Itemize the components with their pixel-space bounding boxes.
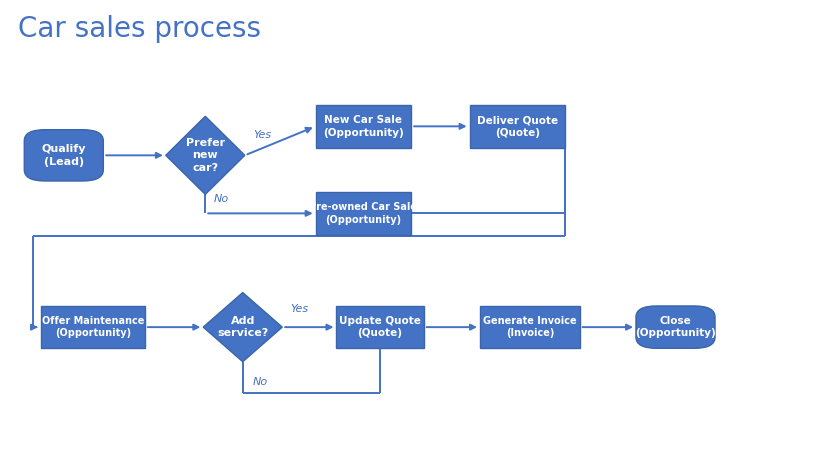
FancyBboxPatch shape (41, 306, 145, 348)
FancyBboxPatch shape (636, 306, 715, 348)
Text: Generate Invoice
(Invoice): Generate Invoice (Invoice) (483, 316, 577, 339)
FancyBboxPatch shape (469, 105, 565, 148)
Text: Yes: Yes (253, 130, 271, 140)
Text: Deliver Quote
(Quote): Deliver Quote (Quote) (477, 115, 558, 137)
Text: Offer Maintenance
(Opportunity): Offer Maintenance (Opportunity) (42, 316, 144, 339)
Text: Qualify
(Lead): Qualify (Lead) (42, 144, 86, 167)
Text: Car sales process: Car sales process (18, 15, 261, 43)
FancyBboxPatch shape (24, 130, 104, 181)
Text: No: No (253, 377, 268, 387)
Text: No: No (214, 194, 229, 204)
Text: Add
service?: Add service? (217, 316, 268, 339)
FancyBboxPatch shape (316, 105, 412, 148)
Text: Close
(Opportunity): Close (Opportunity) (635, 316, 716, 339)
Polygon shape (203, 293, 282, 362)
FancyBboxPatch shape (316, 192, 412, 234)
FancyBboxPatch shape (480, 306, 579, 348)
Text: Prefer
new
car?: Prefer new car? (185, 138, 225, 173)
Text: Yes: Yes (291, 304, 309, 314)
Text: New Car Sale
(Opportunity): New Car Sale (Opportunity) (323, 115, 404, 137)
Polygon shape (166, 116, 245, 194)
Text: Update Quote
(Quote): Update Quote (Quote) (339, 316, 421, 339)
FancyBboxPatch shape (337, 306, 423, 348)
Text: Pre-owned Car Sale
(Opportunity): Pre-owned Car Sale (Opportunity) (310, 202, 418, 224)
